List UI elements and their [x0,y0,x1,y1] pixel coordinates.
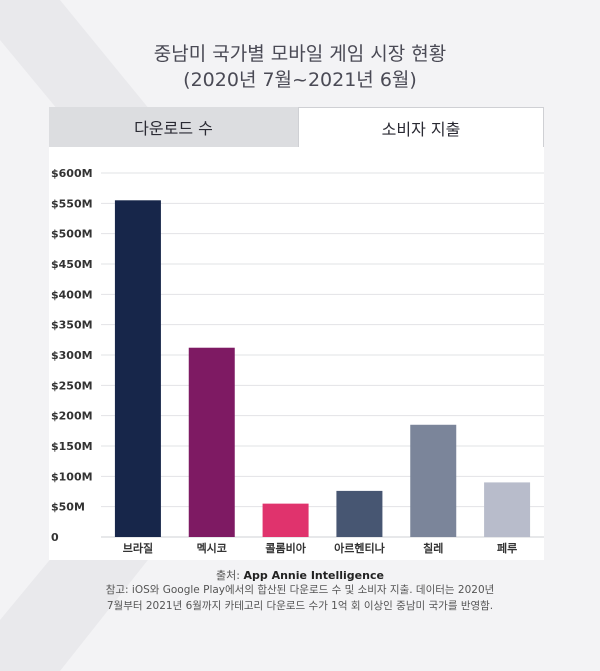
x-tick-label: 콜롬비아 [265,541,306,555]
y-tick-label: $100M [51,470,93,483]
bar [336,490,383,537]
y-tick-label: $350M [51,319,93,332]
tab-bar: 다운로드 수 소비자 지출 [49,107,544,147]
y-tick-label: $200M [51,410,93,423]
bar [484,482,531,537]
bar [410,424,457,537]
footnote: 참고: iOS와 Google Play에서의 합산된 다운로드 수 및 소비자… [0,582,600,614]
source-label: 출처: [216,569,240,582]
x-tick-label: 페루 [497,541,517,555]
y-tick-label: $150M [51,440,93,453]
y-tick-label: $600M [51,167,93,180]
footnote-line-2: 7월부터 2021년 6월까지 카테고리 다운로드 수가 1억 회 이상인 중남… [106,600,494,612]
x-tick-label: 칠레 [423,541,443,555]
x-tick-label: 아르헨티나 [334,541,385,555]
tab-downloads[interactable]: 다운로드 수 [49,107,298,147]
y-tick-label: 0 [51,531,59,544]
source-line: 출처: App Annie Intelligence [0,568,600,583]
bar-chart: 0 $50M $100M $150M $200M $250M $300M $350M $400M… [51,167,544,555]
chart-panel: 0 $50M $100M $150M $200M $250M $300M $350M $400M… [49,147,544,560]
chart-subtitle: (2020년 7월~2021년 6월) [183,69,417,91]
tab-consumer-spend[interactable]: 소비자 지출 [298,107,544,147]
x-tick-label: 브라질 [123,541,153,555]
y-tick-label: $300M [51,349,93,362]
y-tick-label: $500M [51,228,93,241]
bar [114,200,161,538]
bar [262,503,309,537]
y-tick-label: $250M [51,379,93,392]
x-tick-label: 멕시코 [197,541,227,555]
y-tick-label: $550M [51,197,93,210]
footnote-line-1: 참고: iOS와 Google Play에서의 합산된 다운로드 수 및 소비자… [105,584,495,596]
y-tick-label: $400M [51,288,93,301]
source-name: App Annie Intelligence [243,569,384,582]
bar [188,347,235,537]
y-tick-label: $450M [51,258,93,271]
y-tick-label: $50M [51,501,85,514]
chart-title: 중남미 국가별 모바일 게임 시장 현황 [153,43,447,65]
